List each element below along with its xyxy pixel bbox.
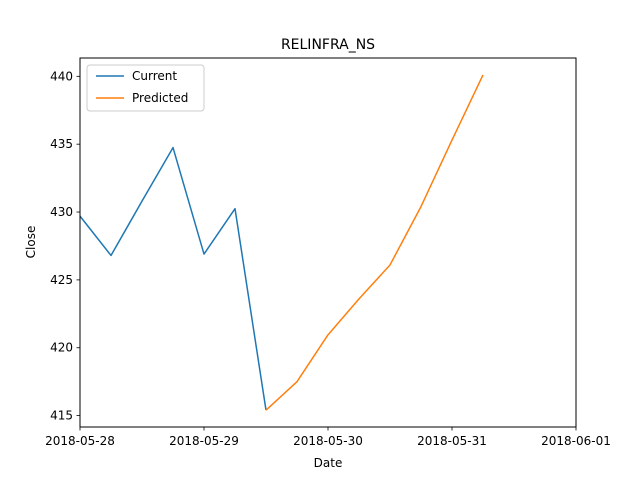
legend-label-predicted: Predicted	[132, 91, 188, 105]
series-line-predicted	[265, 74, 484, 411]
chart-title: RELINFRA_NS	[281, 37, 375, 53]
x-tick-label: 2018-05-30	[293, 434, 363, 448]
plot-frame	[79, 57, 577, 428]
x-axis-label: Date	[314, 456, 343, 470]
x-tick-label: 2018-05-28	[45, 434, 115, 448]
y-tick-label: 425	[50, 273, 73, 287]
y-axis-label: Close	[24, 226, 38, 259]
y-tick-label: 440	[50, 69, 73, 83]
legend: Current Predicted	[86, 64, 205, 112]
y-tick-label: 415	[50, 409, 73, 423]
series-line-current	[79, 146, 267, 411]
y-tick-label: 420	[50, 341, 73, 355]
series-layer	[79, 74, 484, 411]
x-tick-label: 2018-05-29	[169, 434, 239, 448]
y-tick-label: 430	[50, 205, 73, 219]
legend-label-current: Current	[132, 69, 177, 83]
y-tick-label: 435	[50, 137, 73, 151]
x-tick-label: 2018-06-01	[541, 434, 611, 448]
x-tick-label: 2018-05-31	[417, 434, 487, 448]
ticks-layer: 415 420 425 430 435 440 2018-05-28 2018-05-29 20…	[45, 69, 611, 448]
